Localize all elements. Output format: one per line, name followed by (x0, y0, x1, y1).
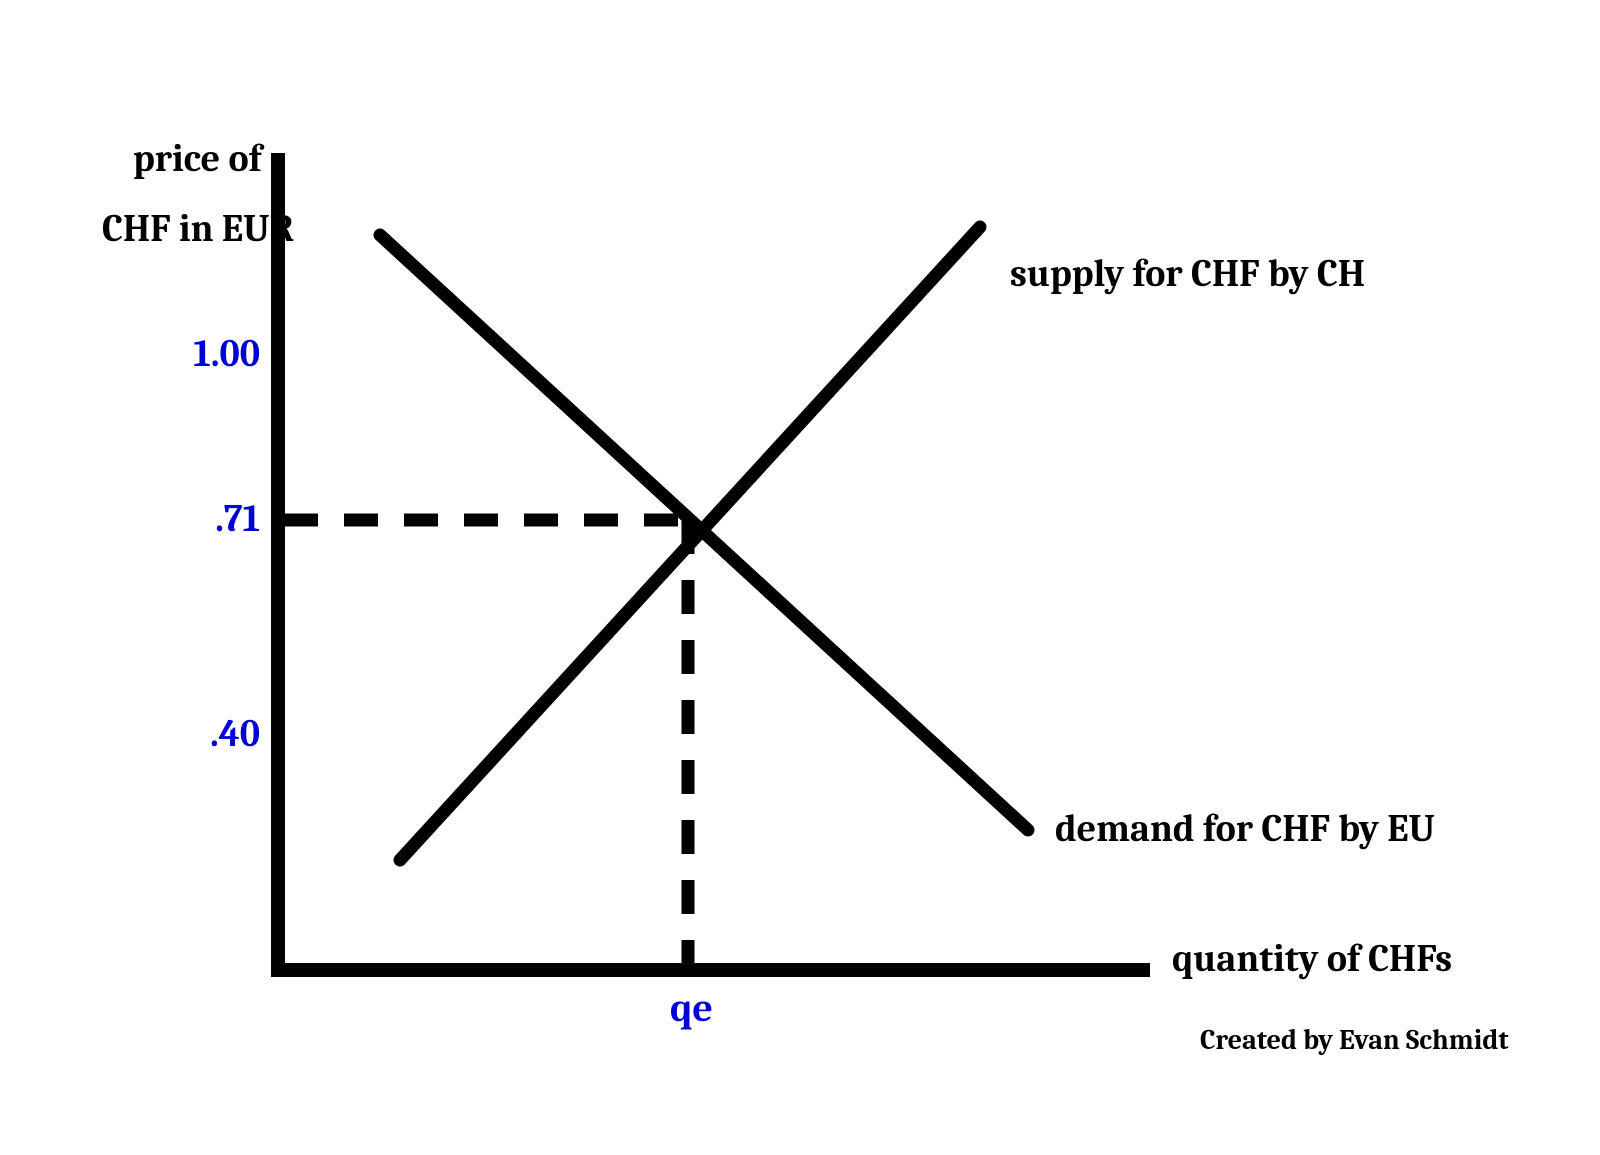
y-axis-title-line1: price of (133, 139, 261, 181)
qe-label: qe (670, 986, 713, 1030)
y-tick-1: 1.00 (193, 334, 260, 376)
y-axis-title-line2: CHF in EUR (102, 209, 294, 251)
y-tick-2: .71 (215, 499, 260, 541)
demand-label: demand for CHF by EU (1055, 809, 1435, 851)
chart-stage: price of CHF in EUR 1.00 .71 .40 supply … (0, 0, 1600, 1155)
supply-label: supply for CHF by CH (1010, 254, 1365, 296)
y-tick-3: .40 (210, 714, 260, 756)
credit-label: Created by Evan Schmidt (1200, 1025, 1509, 1056)
x-axis-title: quantity of CHFs (1172, 939, 1452, 981)
